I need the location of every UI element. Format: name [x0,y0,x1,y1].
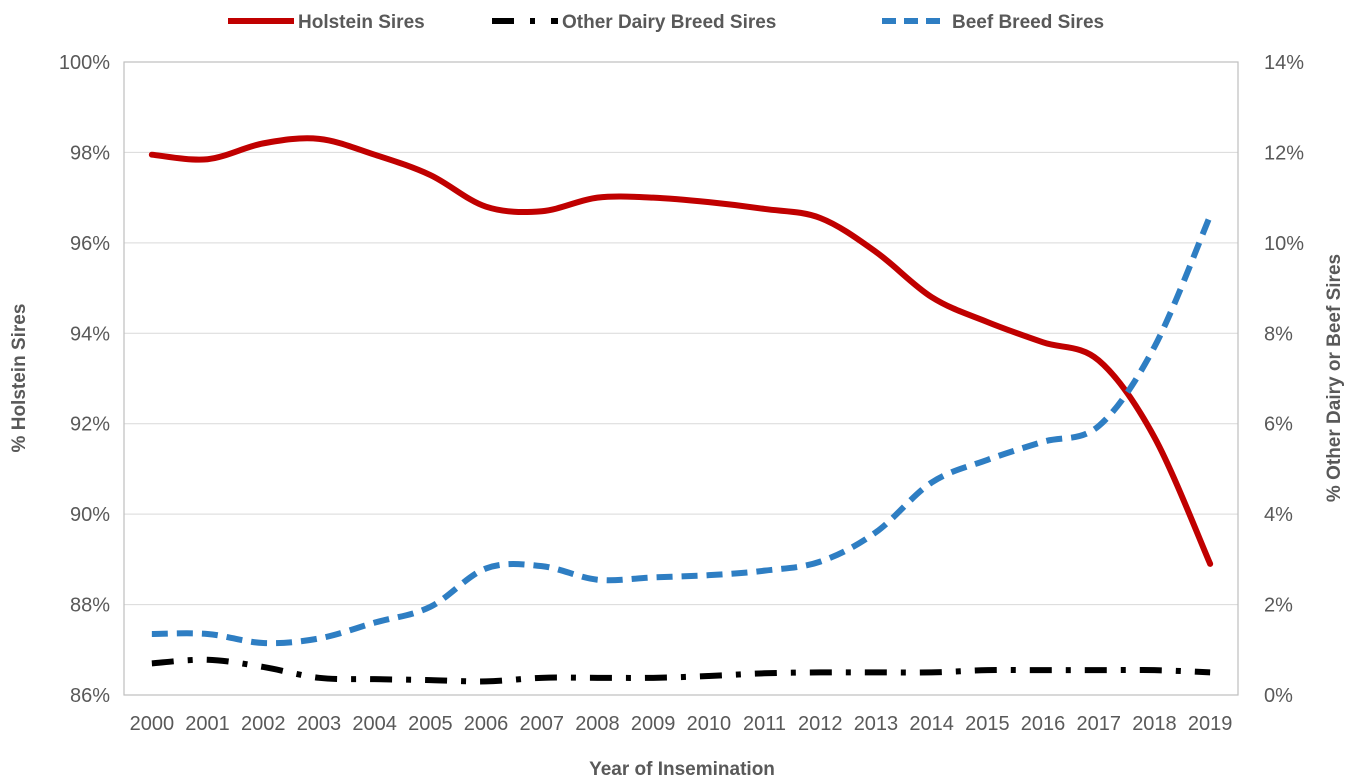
x-tick-label: 2007 [520,713,565,735]
x-tick-label: 2008 [575,713,620,735]
x-tick-label: 2010 [687,713,732,735]
left-tick-label: 98% [70,142,110,164]
right-tick-label: 14% [1264,52,1304,74]
right-tick-label: 10% [1264,233,1304,255]
series-line-holstein-sires [148,135,1214,567]
left-tick-label: 100% [59,52,110,74]
x-tick-label: 2001 [185,713,230,735]
left-tick-label: 94% [70,323,110,345]
x-tick-label: 2013 [854,713,899,735]
x-tick-label: 2006 [464,713,509,735]
legend-label: Holstein Sires [298,12,425,33]
x-tick-label: 2015 [965,713,1010,735]
x-tick-label: 2014 [909,713,954,735]
x-tick-label: 2003 [297,713,342,735]
x-axis-title: Year of Insemination [589,759,775,780]
x-tick-label: 2019 [1188,713,1233,735]
left-tick-label: 92% [70,414,110,436]
x-axis-ticks: 2000 2001 2002 2003 2004 2005 2006 2007 2008 2009… [130,713,1233,735]
left-tick-label: 90% [70,504,110,526]
series-line-other-dairy-breed-sires [151,656,1211,685]
plot-area-frame [123,61,1239,696]
left-tick-label: 88% [70,595,110,617]
right-tick-label: 8% [1264,323,1293,345]
x-tick-label: 2012 [798,713,843,735]
legend-label: Other Dairy Breed Sires [562,12,776,33]
right-tick-label: 2% [1264,595,1293,617]
series-lines [148,135,1214,685]
x-tick-label: 2009 [631,713,676,735]
left-tick-label: 96% [70,233,110,255]
x-tick-label: 2016 [1021,713,1066,735]
right-tick-label: 6% [1264,414,1293,436]
left-axis-ticks: 86% 88% 90% 92% 94% 96% 98% 100% [59,52,110,707]
x-tick-label: 2000 [130,713,175,735]
x-tick-label: 2005 [408,713,453,735]
left-axis-title: % Holstein Sires [9,304,30,453]
series-line-beef-breed-sires [151,214,1213,647]
x-tick-label: 2017 [1077,713,1122,735]
legend: Holstein Sires Other Dairy Breed Sires Bee… [228,12,1104,33]
left-tick-label: 86% [70,685,110,707]
gridlines [124,151,1238,606]
x-tick-label: 2002 [241,713,286,735]
right-axis-title: % Other Dairy or Beef Sires [1324,254,1345,502]
right-tick-label: 0% [1264,685,1293,707]
legend-label: Beef Breed Sires [952,12,1104,33]
right-axis-ticks: 0% 2% 4% 6% 8% 10% 12% 14% [1264,52,1304,707]
x-tick-label: 2011 [743,713,786,735]
x-tick-label: 2004 [352,713,397,735]
right-tick-label: 4% [1264,504,1293,526]
x-tick-label: 2018 [1132,713,1177,735]
right-tick-label: 12% [1264,142,1304,164]
